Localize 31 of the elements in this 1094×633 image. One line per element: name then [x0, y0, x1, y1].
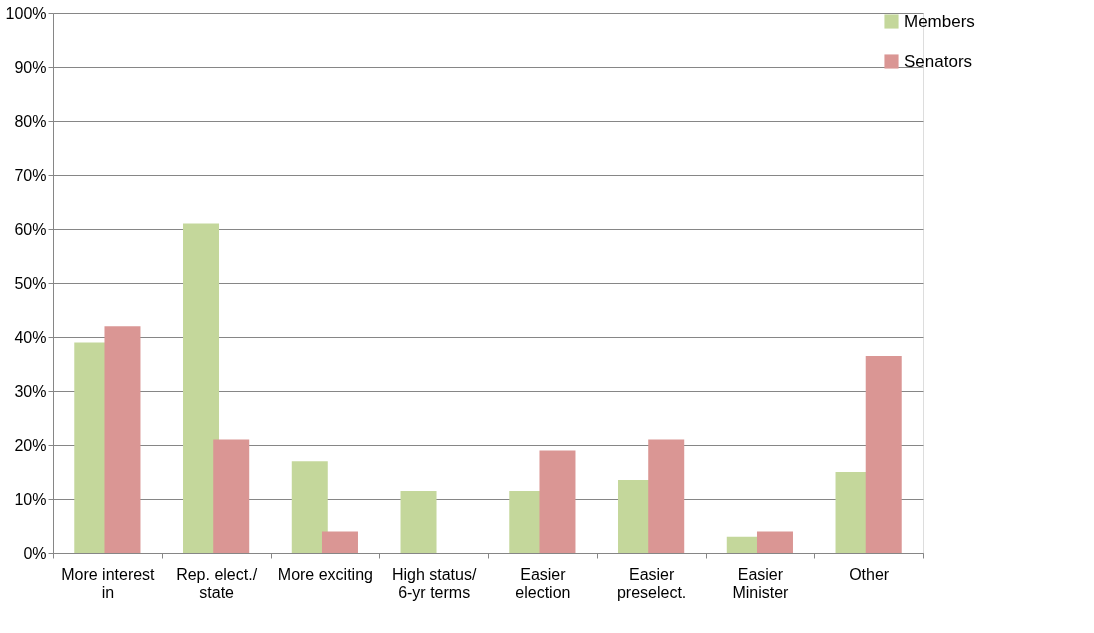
y-tick-label: 80%	[14, 112, 47, 130]
bar	[291, 461, 328, 553]
x-tick-label: Other	[849, 565, 890, 583]
y-tick-label: 70%	[14, 166, 47, 184]
x-tick-label: More interest in	[61, 565, 156, 601]
y-tick-label: 90%	[14, 58, 47, 76]
y-tick-label: 10%	[14, 490, 47, 508]
y-tick-label: 30%	[14, 382, 47, 400]
y-tick-label: 20%	[14, 436, 47, 454]
bar	[865, 355, 902, 553]
bar	[756, 531, 793, 553]
bar	[183, 223, 220, 553]
y-tick-label: 40%	[14, 328, 47, 346]
x-tick-label: Rep. elect./ state	[176, 565, 258, 601]
legend-label: Members	[904, 11, 975, 31]
bar	[400, 490, 437, 553]
legend-label: Senators	[904, 51, 973, 71]
y-tick-label: 100%	[5, 4, 47, 22]
x-tick-label: More exciting	[277, 565, 373, 583]
x-tick-label: Easier Minister	[732, 565, 790, 601]
y-tick-label: 0%	[23, 544, 47, 562]
bar	[648, 439, 685, 553]
x-tick-label: Easier preselect.	[616, 565, 687, 601]
bar	[321, 531, 358, 553]
y-tick-label: 50%	[14, 274, 47, 292]
x-tick-label: High status/ 6-yr terms	[391, 565, 477, 601]
bar	[213, 439, 250, 553]
bar	[539, 450, 576, 553]
bar	[104, 326, 141, 553]
y-tick-label: 60%	[14, 220, 47, 238]
x-tick-label: Easier election	[515, 565, 571, 601]
